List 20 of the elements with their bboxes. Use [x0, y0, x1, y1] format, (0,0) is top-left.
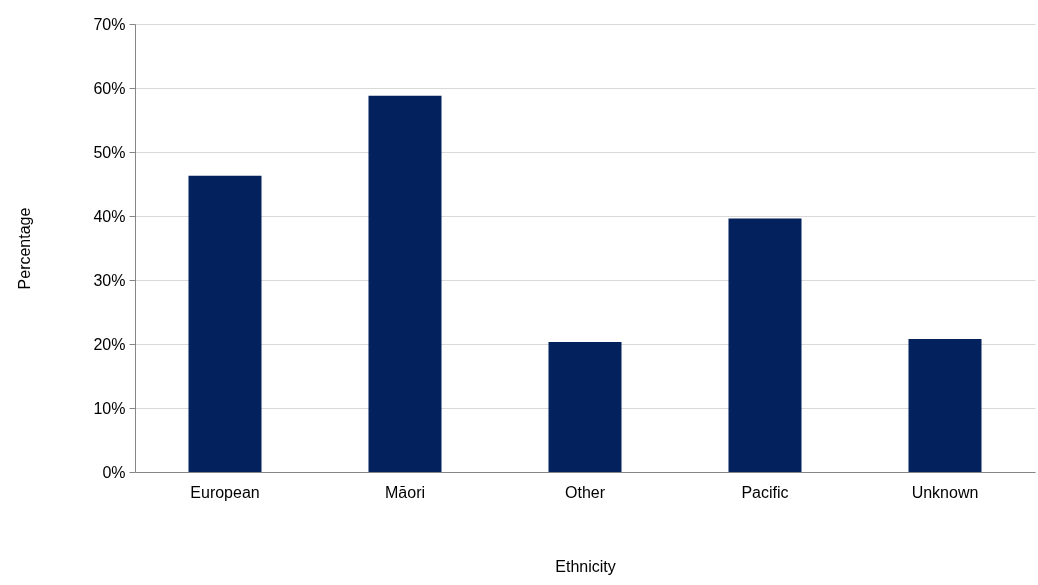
x-tick-label: Other — [564, 483, 606, 501]
y-tick-label: 40% — [93, 207, 126, 225]
bar — [548, 342, 622, 472]
x-tick-label: Unknown — [911, 483, 979, 501]
y-axis-title: Percentage — [16, 207, 34, 290]
y-tick-label: 70% — [93, 15, 126, 33]
bar — [908, 338, 982, 472]
x-axis-title: Ethnicity — [555, 557, 616, 575]
bar — [368, 95, 442, 472]
y-tick-label: 60% — [93, 79, 126, 97]
bar — [188, 175, 262, 472]
x-tick-label: Pacific — [741, 483, 789, 501]
y-tick-label: 20% — [93, 335, 126, 353]
x-tick-label: European — [190, 483, 260, 501]
y-tick-label: 50% — [93, 143, 126, 161]
y-tick-label: 0% — [102, 463, 126, 481]
bar — [728, 218, 802, 472]
x-tick-label: Māori — [384, 483, 426, 501]
y-tick-label: 30% — [93, 271, 126, 289]
y-tick-label: 10% — [93, 399, 126, 417]
